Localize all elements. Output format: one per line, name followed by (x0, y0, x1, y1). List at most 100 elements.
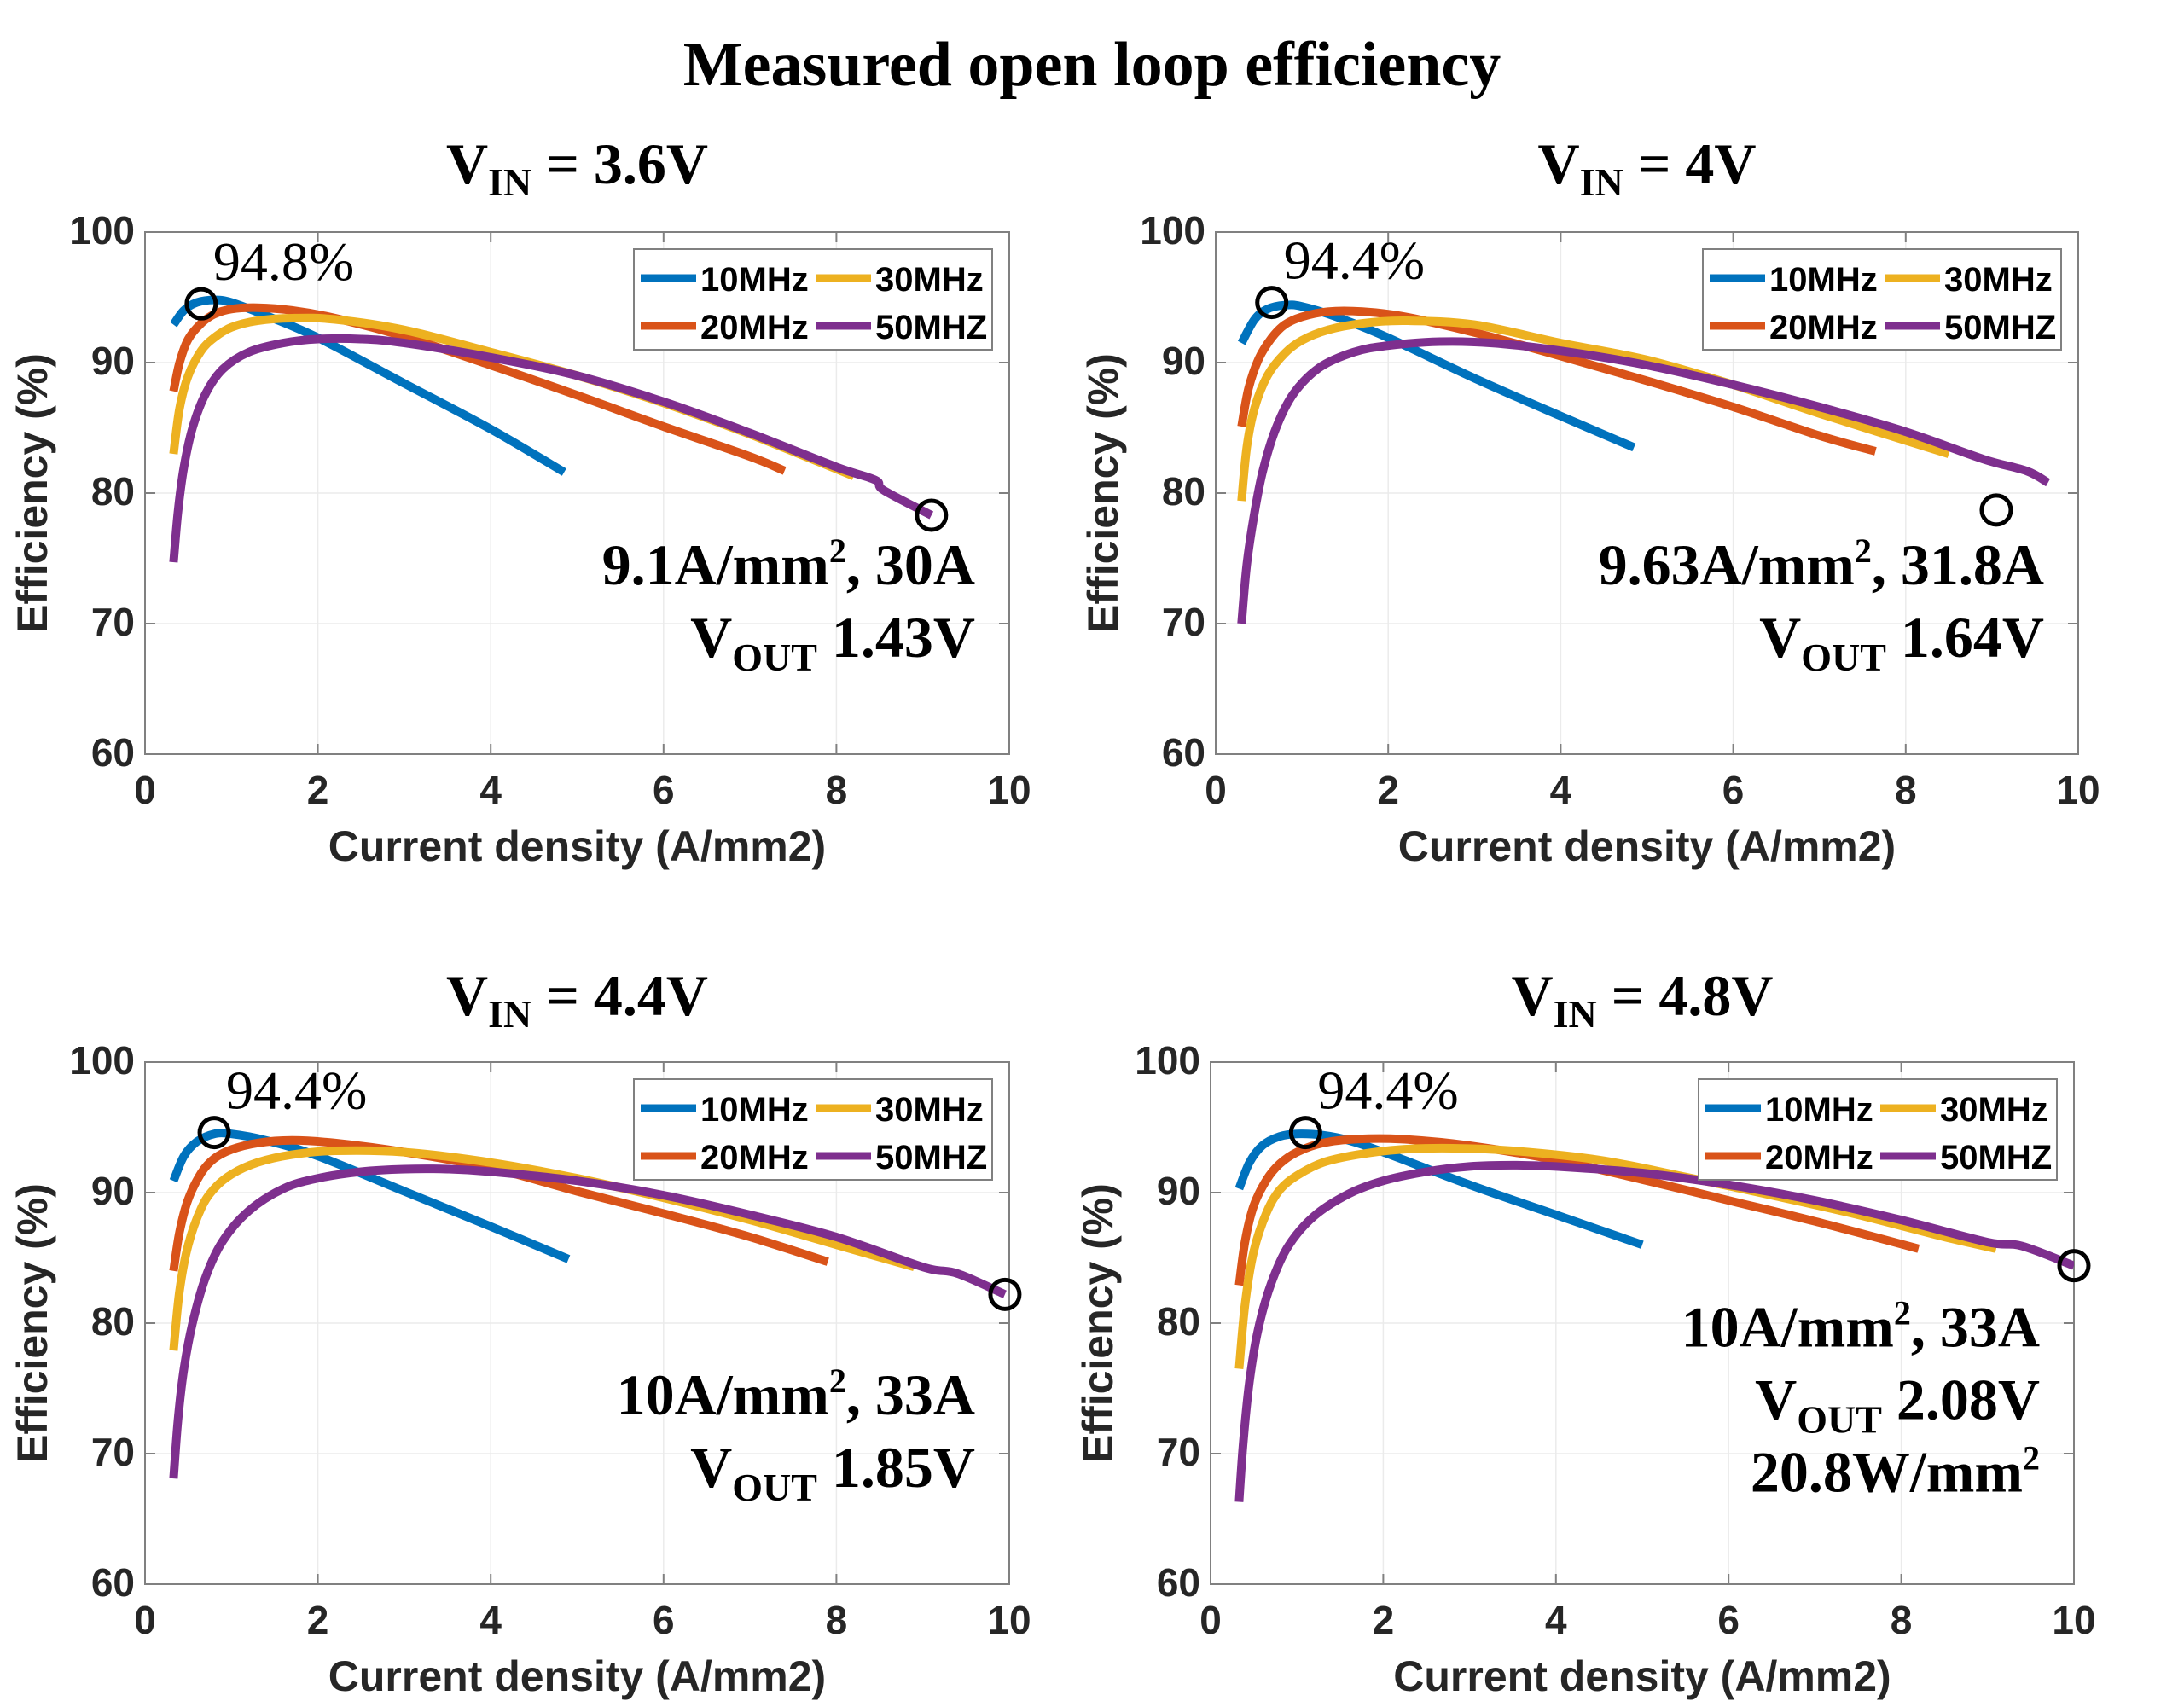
y-tick-label: 80 (1157, 1299, 1200, 1344)
x-tick-label: 8 (826, 768, 848, 812)
y-tick-label: 80 (1162, 469, 1205, 514)
x-tick-label: 4 (1550, 768, 1572, 812)
legend-label: 10MHz (1765, 1091, 1873, 1129)
series-line-20mhz (1234, 1134, 1920, 1286)
annotation-part: V (690, 1435, 732, 1500)
curves (1234, 1129, 2074, 1502)
y-tick-label: 90 (91, 339, 135, 383)
annotation-part: V (690, 605, 732, 670)
subplot-title-sub: IN (488, 992, 531, 1036)
legend-label: 30MHz (875, 261, 984, 299)
legend-item-10mhz: 10MHz (641, 1091, 809, 1129)
annotation-part: 10A/mm (617, 1362, 829, 1427)
annotation-part: , 31.8A (1872, 532, 2044, 597)
annotation-line-2: VOUT 1.64V (1759, 605, 2044, 679)
x-tick-label: 0 (1205, 768, 1227, 812)
annotation-part: 20.8W/mm (1751, 1440, 2023, 1505)
subplot-title-sub: IN (488, 160, 531, 204)
annotation-part: , 33A (1911, 1295, 2040, 1360)
x-axis-label: Current density (A/mm2) (328, 822, 826, 870)
y-axis-label: Efficiency (%) (9, 353, 56, 633)
peak-efficiency-label: 94.8% (213, 231, 354, 292)
subplot-title-v: V (1511, 963, 1553, 1028)
x-tick-label: 10 (987, 1598, 1031, 1642)
series-line-20mhz (1237, 306, 1877, 456)
y-tick-label: 70 (1157, 1430, 1200, 1474)
legend-item-50mhz: 50MHZ (1880, 1139, 2052, 1176)
legend-label: 20MHz (1769, 309, 1878, 346)
x-tick-label: 8 (1891, 1598, 1913, 1642)
y-axis-label: Efficiency (%) (1074, 1183, 1122, 1463)
legend-item-50mhz: 50MHZ (816, 1139, 987, 1176)
peak-marker (1255, 286, 1289, 320)
legend-item-20mhz: 20MHz (1705, 1139, 1873, 1176)
legend-box (1702, 248, 2062, 351)
subplot-title-value: = 4.8V (1597, 963, 1774, 1028)
series-line-30mhz (169, 1146, 915, 1351)
y-tick-label: 70 (91, 600, 135, 644)
x-tick-label: 6 (1722, 768, 1745, 812)
legend: 10MHz 30MHz 20MHz 50MHZ (1702, 248, 2062, 351)
x-tick-label: 6 (653, 768, 675, 812)
annotation-part: , 33A (846, 1362, 975, 1427)
legend-label: 20MHz (700, 309, 809, 346)
x-tick-label: 10 (2052, 1598, 2095, 1642)
x-tick-label: 2 (1377, 768, 1399, 812)
annotation-part: 2 (829, 531, 846, 570)
annotation-part: OUT (1797, 1398, 1882, 1442)
subplot-title-value: = 4.4V (531, 963, 708, 1028)
subplot-title-v: V (446, 131, 488, 196)
annotation-part: 2 (2023, 1439, 2040, 1478)
annotation-part: 2 (829, 1362, 846, 1400)
annotation-part: OUT (732, 636, 817, 679)
legend-item-30mhz: 30MHz (816, 261, 984, 299)
legend-label: 20MHz (700, 1139, 809, 1176)
x-tick-label: 0 (134, 1598, 156, 1642)
legend-label: 50MHZ (875, 1139, 987, 1176)
x-tick-label: 6 (1717, 1598, 1740, 1642)
legend-label: 30MHz (1940, 1091, 2048, 1129)
subplot-title: VIN = 3.6V (446, 131, 708, 204)
end-marker (915, 498, 949, 532)
legend-label: 50MHZ (875, 309, 987, 346)
legend-item-10mhz: 10MHz (1705, 1091, 1873, 1129)
subplot-title: VIN = 4V (1537, 131, 1756, 204)
y-tick-label: 90 (91, 1169, 135, 1213)
legend-box (633, 1078, 993, 1181)
annotation-part: 9.1A/mm (602, 532, 829, 597)
legend-label: 50MHZ (1940, 1139, 2052, 1176)
legend: 10MHz 30MHz 20MHz 50MHZ (1698, 1078, 2058, 1181)
legend-label: 10MHz (1769, 261, 1878, 299)
y-tick-label: 60 (1157, 1560, 1200, 1605)
peak-marker (197, 1116, 231, 1150)
y-tick-label: 90 (1157, 1169, 1200, 1213)
peak-efficiency-label: 94.4% (226, 1060, 367, 1121)
legend-item-30mhz: 30MHz (1880, 1091, 2048, 1129)
main-title: Measured open loop efficiency (683, 30, 1501, 100)
x-tick-label: 10 (987, 768, 1031, 812)
y-tick-label: 70 (1162, 600, 1205, 644)
x-tick-label: 4 (479, 1598, 502, 1642)
y-tick-label: 70 (91, 1430, 135, 1474)
y-tick-label: 100 (69, 208, 135, 253)
y-tick-label: 100 (69, 1038, 135, 1083)
annotation-line-2: VOUT 1.85V (690, 1435, 975, 1509)
annotation-line-1: 10A/mm2, 33A (617, 1362, 975, 1427)
peak-efficiency-label: 94.4% (1284, 230, 1425, 291)
annotation-part: V (1759, 605, 1801, 670)
annotation-part: 10A/mm (1682, 1295, 1894, 1360)
peak-marker (1288, 1116, 1322, 1150)
annotation-part: 1.43V (817, 605, 975, 670)
x-tick-label: 0 (134, 768, 156, 812)
annotation-part: 2 (1855, 531, 1872, 570)
annotation-part: , 30A (846, 532, 975, 597)
legend-item-10mhz: 10MHz (641, 261, 809, 299)
annotation-part: 1.64V (1886, 605, 2044, 670)
subplot-title-sub: IN (1554, 992, 1597, 1036)
x-tick-label: 4 (1545, 1598, 1567, 1642)
y-axis-label: Efficiency (%) (9, 1183, 56, 1463)
legend-label: 50MHZ (1944, 309, 2056, 346)
legend-item-50mhz: 50MHZ (816, 309, 987, 346)
